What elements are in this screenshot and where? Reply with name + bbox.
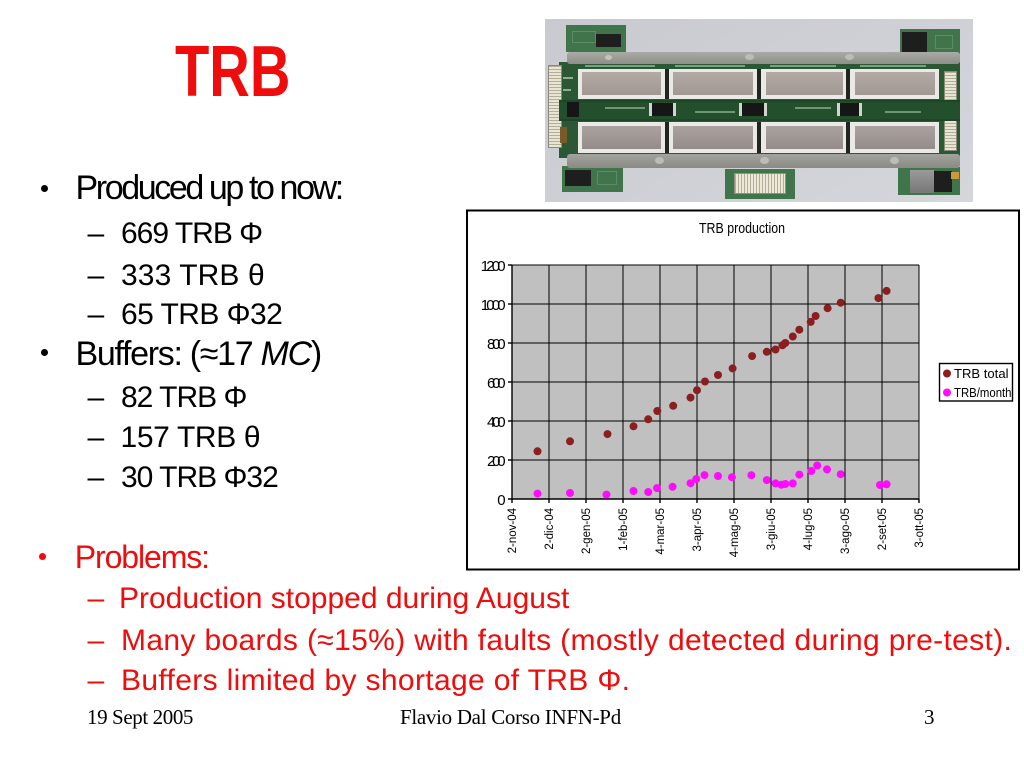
svg-text:3-ago-05: 3-ago-05: [840, 508, 852, 554]
svg-text:0: 0: [497, 492, 505, 509]
svg-text:200: 200: [487, 453, 506, 470]
svg-text:800: 800: [487, 336, 506, 353]
svg-text:600: 600: [487, 375, 506, 392]
svg-text:2-gen-05: 2-gen-05: [581, 508, 593, 554]
svg-text:2-dic-04: 2-dic-04: [544, 507, 556, 549]
svg-text:2-set-05: 2-set-05: [877, 508, 889, 550]
svg-text:4-lug-05: 4-lug-05: [803, 508, 815, 550]
svg-text:400: 400: [487, 414, 506, 431]
svg-text:1200: 1200: [481, 258, 506, 275]
svg-text:3-ott-05: 3-ott-05: [914, 508, 926, 548]
svg-text:1000: 1000: [481, 297, 506, 314]
svg-text:TRB/month: TRB/month: [954, 386, 1012, 400]
svg-text:1-feb-05: 1-feb-05: [618, 508, 630, 551]
svg-text:4-mar-05: 4-mar-05: [655, 508, 667, 555]
svg-text:3-apr-05: 3-apr-05: [692, 508, 704, 551]
svg-text:TRB total: TRB total: [954, 367, 1009, 381]
svg-text:3-giu-05: 3-giu-05: [766, 508, 778, 550]
svg-text:4-mag-05: 4-mag-05: [729, 508, 741, 557]
svg-text:2-nov-04: 2-nov-04: [507, 507, 519, 553]
svg-text:TRB production: TRB production: [699, 220, 785, 237]
